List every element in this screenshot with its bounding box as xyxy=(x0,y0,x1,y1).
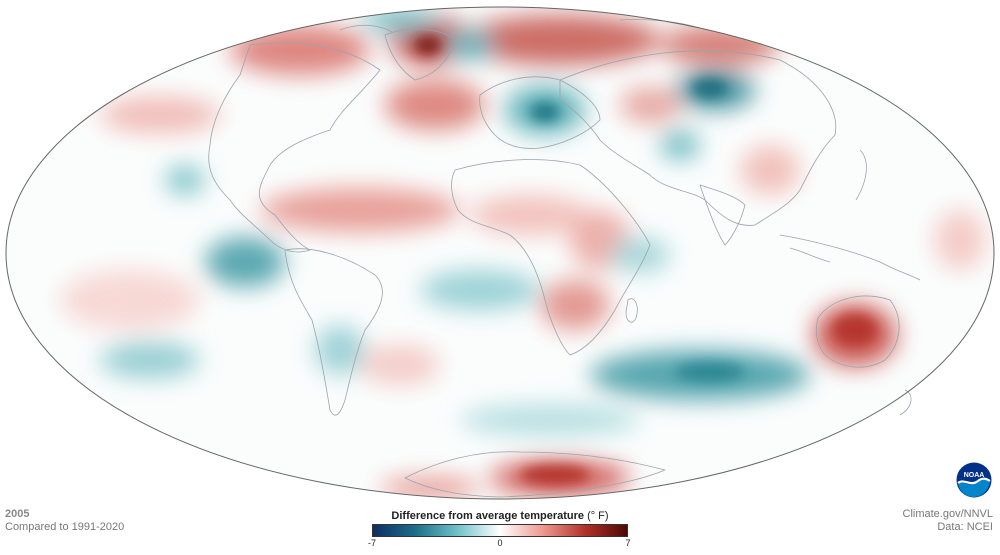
legend-title-text: Difference from average temperature xyxy=(391,510,584,522)
legend-unit: (° F) xyxy=(587,510,609,522)
legend-title: Difference from average temperature (° F… xyxy=(372,510,628,522)
baseline-label: Compared to 1991-2020 xyxy=(5,521,125,533)
legend-mid-label: 0 xyxy=(497,538,503,548)
credit-source: Climate.gov/NNVL xyxy=(902,508,993,520)
globe-outline xyxy=(5,6,995,500)
color-legend: Difference from average temperature (° F… xyxy=(368,510,631,550)
legend-min-label: -7 xyxy=(367,538,377,548)
temperature-anomaly-map xyxy=(5,6,995,500)
credit-data: Data: NCEI xyxy=(937,521,993,533)
map-info: 2005 Compared to 1991-2020 xyxy=(5,508,124,534)
continent-outlines xyxy=(208,19,921,498)
year-label: 2005 xyxy=(5,508,30,520)
anomaly-field xyxy=(60,8,985,498)
noaa-logo-text: NOAA xyxy=(964,472,985,479)
noaa-logo: NOAA xyxy=(956,462,992,498)
credits: Climate.gov/NNVL Data: NCEI xyxy=(903,508,993,534)
legend-color-bar xyxy=(372,524,628,537)
legend-max-label: 7 xyxy=(625,538,631,548)
legend-ticks: -7 0 7 xyxy=(368,537,631,550)
